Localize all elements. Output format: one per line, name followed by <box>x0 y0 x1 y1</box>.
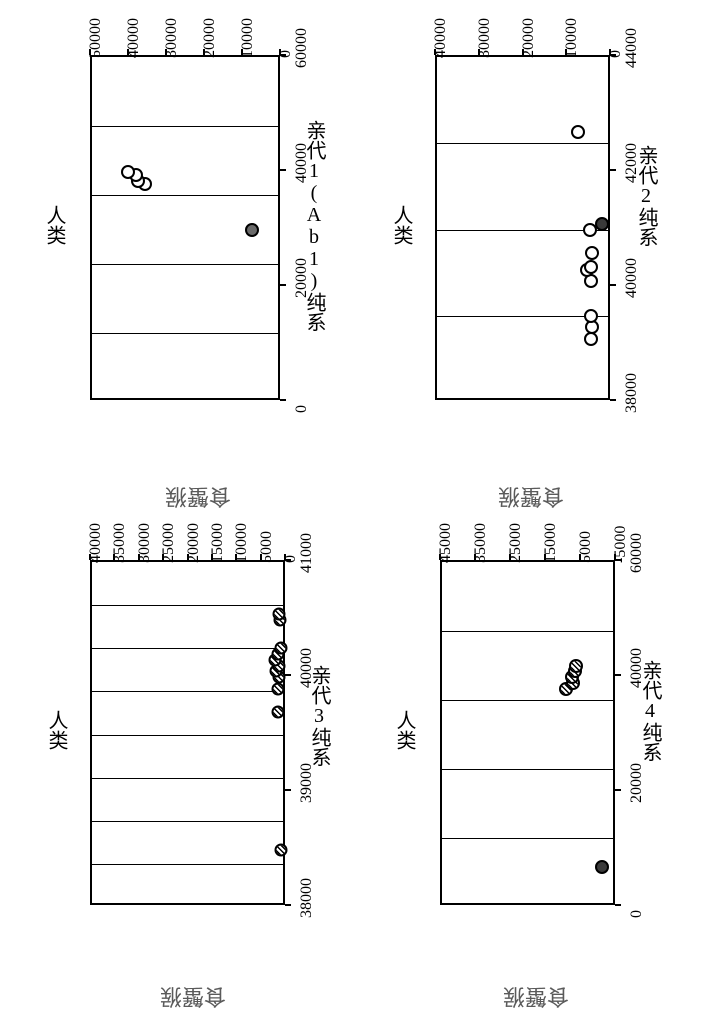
x-tick-label: 38000 <box>298 878 316 918</box>
p3-plot-area <box>90 560 285 905</box>
x-tick-label: 0 <box>293 405 311 413</box>
x-tick-label: 60000 <box>293 28 311 68</box>
gridline <box>92 735 283 736</box>
p3-title: 亲代3纯系 <box>305 665 334 767</box>
data-point <box>585 246 599 260</box>
x-tick-label: 44000 <box>623 28 641 68</box>
gridline <box>92 126 278 127</box>
p4-xaxis-label: 人类 <box>390 710 419 750</box>
gridline <box>442 700 613 701</box>
data-point <box>584 260 598 274</box>
p1-title: 亲代1(Ab1)纯系 <box>300 120 329 332</box>
data-point <box>275 843 288 856</box>
data-point <box>595 217 609 231</box>
gridline <box>92 333 278 334</box>
gridline <box>92 195 278 196</box>
data-point <box>121 165 135 179</box>
gridline <box>92 648 283 649</box>
p1-yaxis-label: 食蟹猴 <box>165 482 231 514</box>
gridline <box>92 778 283 779</box>
x-tick-label: 40000 <box>623 258 641 298</box>
p4-yaxis-label: 食蟹猴 <box>503 982 569 1014</box>
x-tick-label: 38000 <box>623 373 641 413</box>
x-tick-label: 20000 <box>628 763 646 803</box>
gridline <box>92 821 283 822</box>
x-tick-label: 39000 <box>298 763 316 803</box>
x-tick-label: 41000 <box>298 533 316 573</box>
x-tick-label: 60000 <box>628 533 646 573</box>
data-point <box>571 125 585 139</box>
x-tick-label: 0 <box>628 910 646 918</box>
data-point <box>569 659 583 673</box>
p2-title: 亲代2纯系 <box>632 145 661 247</box>
gridline <box>92 691 283 692</box>
gridline <box>442 769 613 770</box>
gridline <box>92 605 283 606</box>
p1-plot-area <box>90 55 280 400</box>
gridline <box>92 864 283 865</box>
p2-yaxis-label: 食蟹猴 <box>498 482 564 514</box>
data-point <box>271 682 284 695</box>
p4-plot-area <box>440 560 615 905</box>
gridline <box>437 316 608 317</box>
gridline <box>92 264 278 265</box>
p2-plot-area <box>435 55 610 400</box>
data-point <box>274 642 287 655</box>
p3-yaxis-label: 食蟹猴 <box>160 982 226 1014</box>
gridline <box>442 838 613 839</box>
p3-xaxis-label: 人类 <box>42 710 71 750</box>
p2-xaxis-label: 人类 <box>387 205 416 245</box>
gridline <box>437 143 608 144</box>
p4-title: 亲代4纯系 <box>636 660 665 762</box>
data-point <box>584 309 598 323</box>
data-point <box>272 607 285 620</box>
gridline <box>442 631 613 632</box>
data-point <box>595 860 609 874</box>
p1-xaxis-label: 人类 <box>40 205 69 245</box>
data-point <box>272 705 285 718</box>
data-point <box>245 223 259 237</box>
